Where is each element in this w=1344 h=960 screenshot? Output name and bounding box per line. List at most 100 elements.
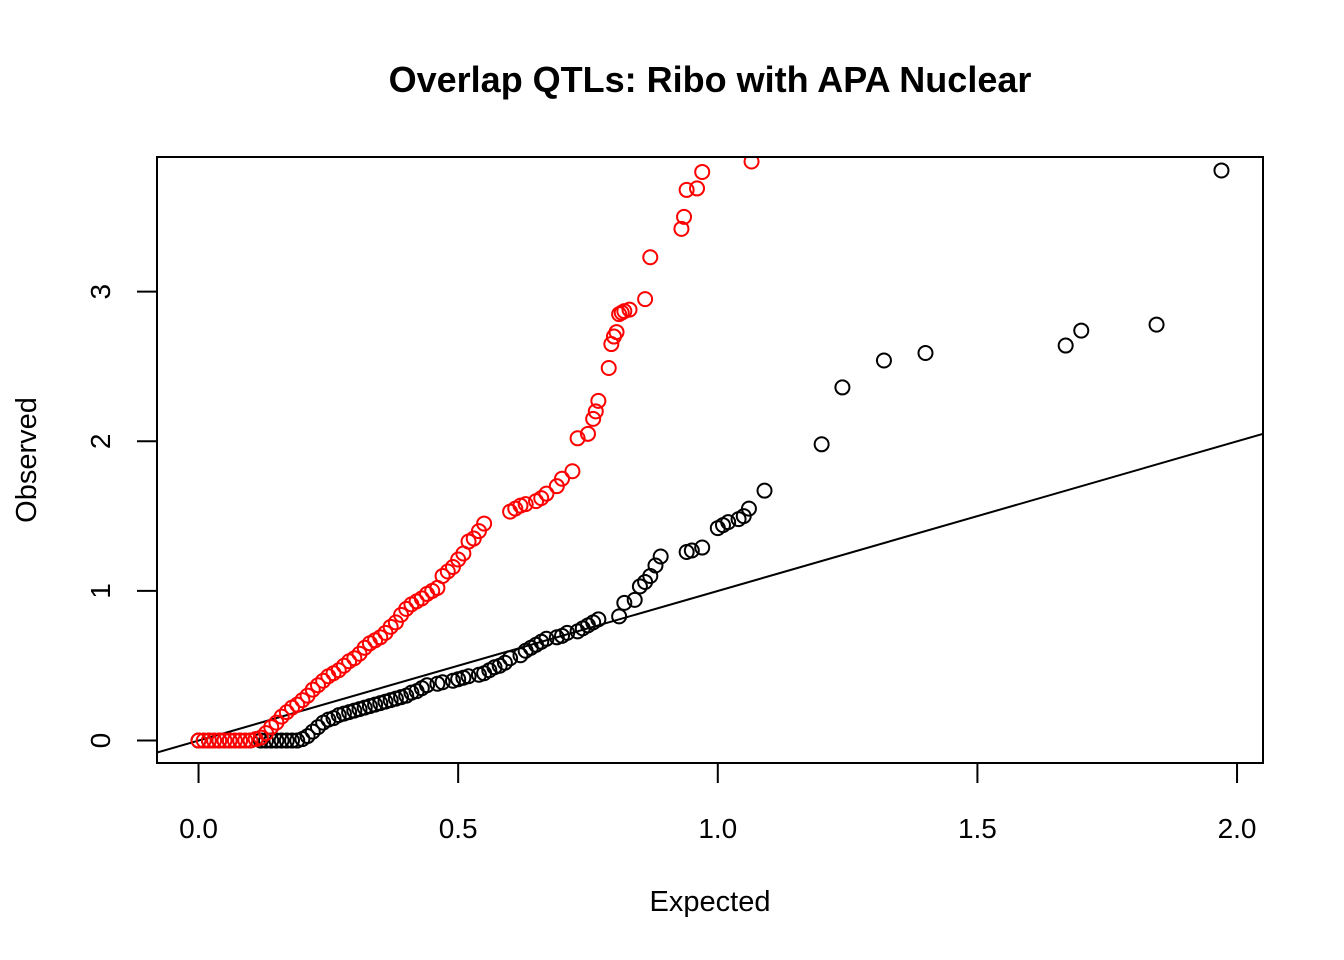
x-tick-label: 0.5 bbox=[439, 813, 478, 844]
plot-frame bbox=[156, 156, 1264, 764]
data-point bbox=[590, 392, 607, 409]
x-axis-label: Expected bbox=[650, 886, 771, 918]
data-point bbox=[335, 657, 352, 674]
data-point bbox=[346, 650, 363, 667]
data-point bbox=[683, 542, 700, 559]
y-tick-label: 0 bbox=[85, 733, 116, 749]
data-point bbox=[652, 548, 669, 565]
x-tick-label: 2.0 bbox=[1218, 813, 1257, 844]
data-point bbox=[813, 436, 830, 453]
data-point bbox=[221, 732, 238, 749]
data-point bbox=[216, 732, 233, 749]
data-point bbox=[304, 723, 321, 740]
data-point bbox=[309, 677, 326, 694]
data-point bbox=[673, 220, 690, 237]
data-point bbox=[284, 732, 301, 749]
data-point bbox=[278, 704, 295, 721]
data-point bbox=[834, 379, 851, 396]
data-point bbox=[875, 352, 892, 369]
data-point bbox=[1213, 162, 1230, 179]
data-point bbox=[413, 590, 430, 607]
data-point bbox=[538, 485, 555, 502]
data-point bbox=[611, 608, 628, 625]
data-point bbox=[476, 515, 493, 532]
data-point bbox=[273, 732, 290, 749]
data-point bbox=[299, 728, 316, 745]
data-point bbox=[1057, 337, 1074, 354]
data-point bbox=[315, 672, 332, 689]
data-point bbox=[512, 647, 529, 664]
data-point bbox=[330, 662, 347, 679]
data-point bbox=[263, 719, 280, 736]
data-point bbox=[1148, 316, 1165, 333]
data-point bbox=[195, 732, 212, 749]
y-tick-label: 1 bbox=[85, 583, 116, 599]
data-point bbox=[694, 539, 711, 556]
data-point bbox=[200, 732, 217, 749]
data-point bbox=[600, 359, 617, 376]
y-tick-label: 3 bbox=[85, 284, 116, 300]
data-point bbox=[676, 208, 693, 225]
data-point bbox=[434, 674, 451, 691]
data-point bbox=[720, 514, 737, 531]
data-point bbox=[689, 180, 706, 197]
plot-area bbox=[157, 157, 1263, 754]
data-point bbox=[206, 732, 223, 749]
x-axis: 0.0 0.5 1.0 1.5 2.0 bbox=[179, 762, 1257, 844]
data-point bbox=[554, 470, 571, 487]
data-point bbox=[917, 345, 934, 362]
y-tick-label: 2 bbox=[85, 434, 116, 450]
data-point bbox=[309, 719, 326, 736]
data-point bbox=[190, 732, 207, 749]
data-point bbox=[678, 181, 695, 198]
data-point bbox=[538, 630, 555, 647]
x-tick-label: 1.0 bbox=[698, 813, 737, 844]
data-point bbox=[517, 496, 534, 513]
y-axis-label: Observed bbox=[11, 397, 43, 523]
x-tick-label: 1.5 bbox=[958, 813, 997, 844]
data-point bbox=[278, 732, 295, 749]
data-point bbox=[569, 430, 586, 447]
data-point bbox=[579, 425, 596, 442]
reference-line bbox=[157, 432, 1263, 754]
data-point bbox=[631, 578, 648, 595]
chart-title: Overlap QTLs: Ribo with APA Nuclear bbox=[389, 59, 1032, 100]
data-point bbox=[502, 650, 519, 667]
data-point bbox=[356, 639, 373, 656]
data-point bbox=[626, 591, 643, 608]
data-point bbox=[585, 410, 602, 427]
data-point bbox=[1073, 322, 1090, 339]
data-point bbox=[273, 708, 290, 725]
data-point bbox=[637, 291, 654, 308]
data-point bbox=[439, 563, 456, 580]
data-point bbox=[304, 681, 321, 698]
data-point bbox=[232, 732, 249, 749]
data-point bbox=[211, 732, 228, 749]
data-point bbox=[608, 324, 625, 341]
data-point bbox=[621, 301, 638, 318]
data-point bbox=[289, 696, 306, 713]
data-point bbox=[533, 490, 550, 507]
data-point bbox=[694, 163, 711, 180]
data-point bbox=[434, 567, 451, 584]
data-point bbox=[587, 403, 604, 420]
data-point bbox=[226, 732, 243, 749]
data-point bbox=[398, 600, 415, 617]
data-point bbox=[743, 157, 760, 170]
y-axis: 0 1 2 3 bbox=[85, 284, 158, 749]
x-tick-label: 0.0 bbox=[179, 813, 218, 844]
data-point bbox=[590, 611, 607, 628]
data-point bbox=[382, 618, 399, 635]
data-point bbox=[372, 629, 389, 646]
data-point bbox=[559, 624, 576, 641]
data-point bbox=[616, 594, 633, 611]
data-point bbox=[237, 732, 254, 749]
data-point bbox=[252, 729, 269, 746]
data-point bbox=[642, 249, 659, 266]
data-point bbox=[564, 463, 581, 480]
data-point bbox=[496, 654, 513, 671]
data-point bbox=[294, 692, 311, 709]
data-point bbox=[460, 668, 477, 685]
data-point bbox=[756, 482, 773, 499]
